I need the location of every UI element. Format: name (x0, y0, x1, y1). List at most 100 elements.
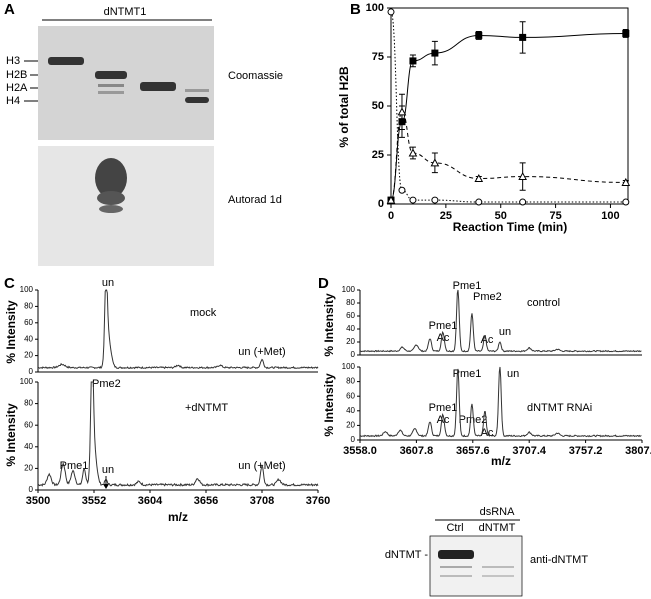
condition: +dNTMT (185, 402, 228, 414)
y-axis-title: % Intensity (4, 403, 18, 467)
y-tick-label: 0 (378, 198, 384, 210)
y-tick-label: 20 (346, 421, 355, 430)
band (185, 97, 209, 103)
condition: dNTMT RNAi (527, 402, 592, 414)
y-axis-title: % Intensity (4, 300, 18, 364)
y-tick-label: 100 (20, 285, 34, 294)
x-tick-label: 100 (601, 210, 619, 222)
peak-label: Ac (437, 414, 450, 426)
marker (474, 173, 484, 183)
x-tick-label: 3757.2 (569, 445, 603, 457)
marker (398, 186, 406, 194)
y-tick-label: 100 (342, 362, 356, 371)
panel-letter: C (4, 275, 15, 292)
marker (387, 8, 395, 16)
peak-label: Pme1 (429, 402, 458, 414)
peak-label: Pme2 (473, 291, 502, 303)
blot-band (482, 575, 514, 577)
peak-label: un (102, 277, 114, 289)
marker (621, 177, 631, 186)
y-tick-label: 40 (24, 334, 33, 343)
y-tick-label: 25 (372, 149, 384, 161)
y-tick-label: 40 (24, 442, 33, 451)
gel-label: Coomassie (228, 70, 283, 82)
y-tick-label: 60 (24, 420, 33, 429)
y-tick-label: 20 (346, 337, 355, 346)
spectrum (359, 289, 642, 353)
panel-letter: D (318, 275, 329, 292)
autorad-signal (97, 191, 125, 205)
marker (386, 195, 396, 204)
marker (431, 49, 439, 57)
y-tick-label: 0 (29, 367, 34, 376)
y-tick-label: 100 (20, 377, 34, 386)
y-axis-title: % Intensity (322, 373, 336, 437)
autorad-signal (95, 158, 127, 198)
peak-label: un (507, 368, 519, 380)
y-tick-label: 80 (346, 377, 355, 386)
band (98, 91, 124, 94)
arrow-head (103, 484, 109, 489)
x-tick-label: 25 (440, 210, 452, 222)
y-tick-label: 100 (366, 2, 384, 14)
marker (519, 33, 527, 41)
peak-label: Ac (481, 334, 494, 346)
y-tick-label: 0 (351, 435, 356, 444)
autorad-signal (99, 205, 123, 213)
x-axis-title: m/z (491, 454, 511, 468)
series-line (390, 32, 626, 201)
peak-label: Pme1 (60, 460, 89, 472)
y-tick-label: 80 (24, 302, 33, 311)
blot-band (440, 575, 472, 577)
x-tick-label: 3607.8 (400, 445, 434, 457)
marker (622, 198, 630, 206)
series-line (390, 111, 626, 201)
y-axis-title: % Intensity (322, 293, 336, 357)
lane-header: dNTMT1 (104, 6, 147, 18)
spectrum (359, 366, 642, 438)
x-axis-title: m/z (168, 510, 188, 524)
band (185, 89, 209, 92)
marker (397, 107, 407, 116)
y-tick-label: 0 (29, 485, 34, 494)
x-tick-label: 3760 (306, 495, 330, 507)
x-tick-label: 3500 (26, 495, 50, 507)
band (140, 82, 176, 91)
autorad-film (38, 146, 214, 266)
marker (408, 148, 418, 157)
x-tick-label: 3656 (194, 495, 218, 507)
x-tick-label: 3807.0 (625, 445, 651, 457)
peak-label: un (499, 326, 511, 338)
peak-label: Pme1 (453, 368, 482, 380)
x-tick-label: 0 (388, 210, 394, 222)
peak-label: Pme1 (429, 320, 458, 332)
spectrum (37, 381, 319, 487)
y-tick-label: 75 (372, 51, 384, 63)
x-tick-label: 3708 (250, 495, 274, 507)
peak-label: Pme1 (453, 280, 482, 292)
y-tick-label: 60 (24, 318, 33, 327)
x-tick-label: 75 (549, 210, 561, 222)
y-tick-label: 40 (346, 406, 355, 415)
peak-label: un (+Met) (238, 346, 285, 358)
antibody-label: anti-dNTMT (530, 554, 588, 566)
x-axis-title: Reaction Time (min) (453, 220, 567, 234)
band (95, 71, 127, 79)
band-label: dNTMT - (385, 549, 429, 561)
lane-label: dNTMT (479, 522, 516, 534)
autorad-label: Autorad 1d (228, 194, 282, 206)
marker (475, 198, 483, 206)
y-tick-label: 50 (372, 100, 384, 112)
band-label: H3 (6, 55, 20, 67)
y-tick-label: 40 (346, 324, 355, 333)
peak-label: Ac (437, 332, 450, 344)
band-label: H2A (6, 82, 28, 94)
y-tick-label: 60 (346, 391, 355, 400)
blot-band (440, 566, 472, 568)
marker (431, 196, 439, 204)
x-tick-label: 3707.4 (512, 445, 547, 457)
marker (622, 29, 630, 37)
y-tick-label: 0 (351, 350, 356, 359)
band-label: H4 (6, 95, 20, 107)
